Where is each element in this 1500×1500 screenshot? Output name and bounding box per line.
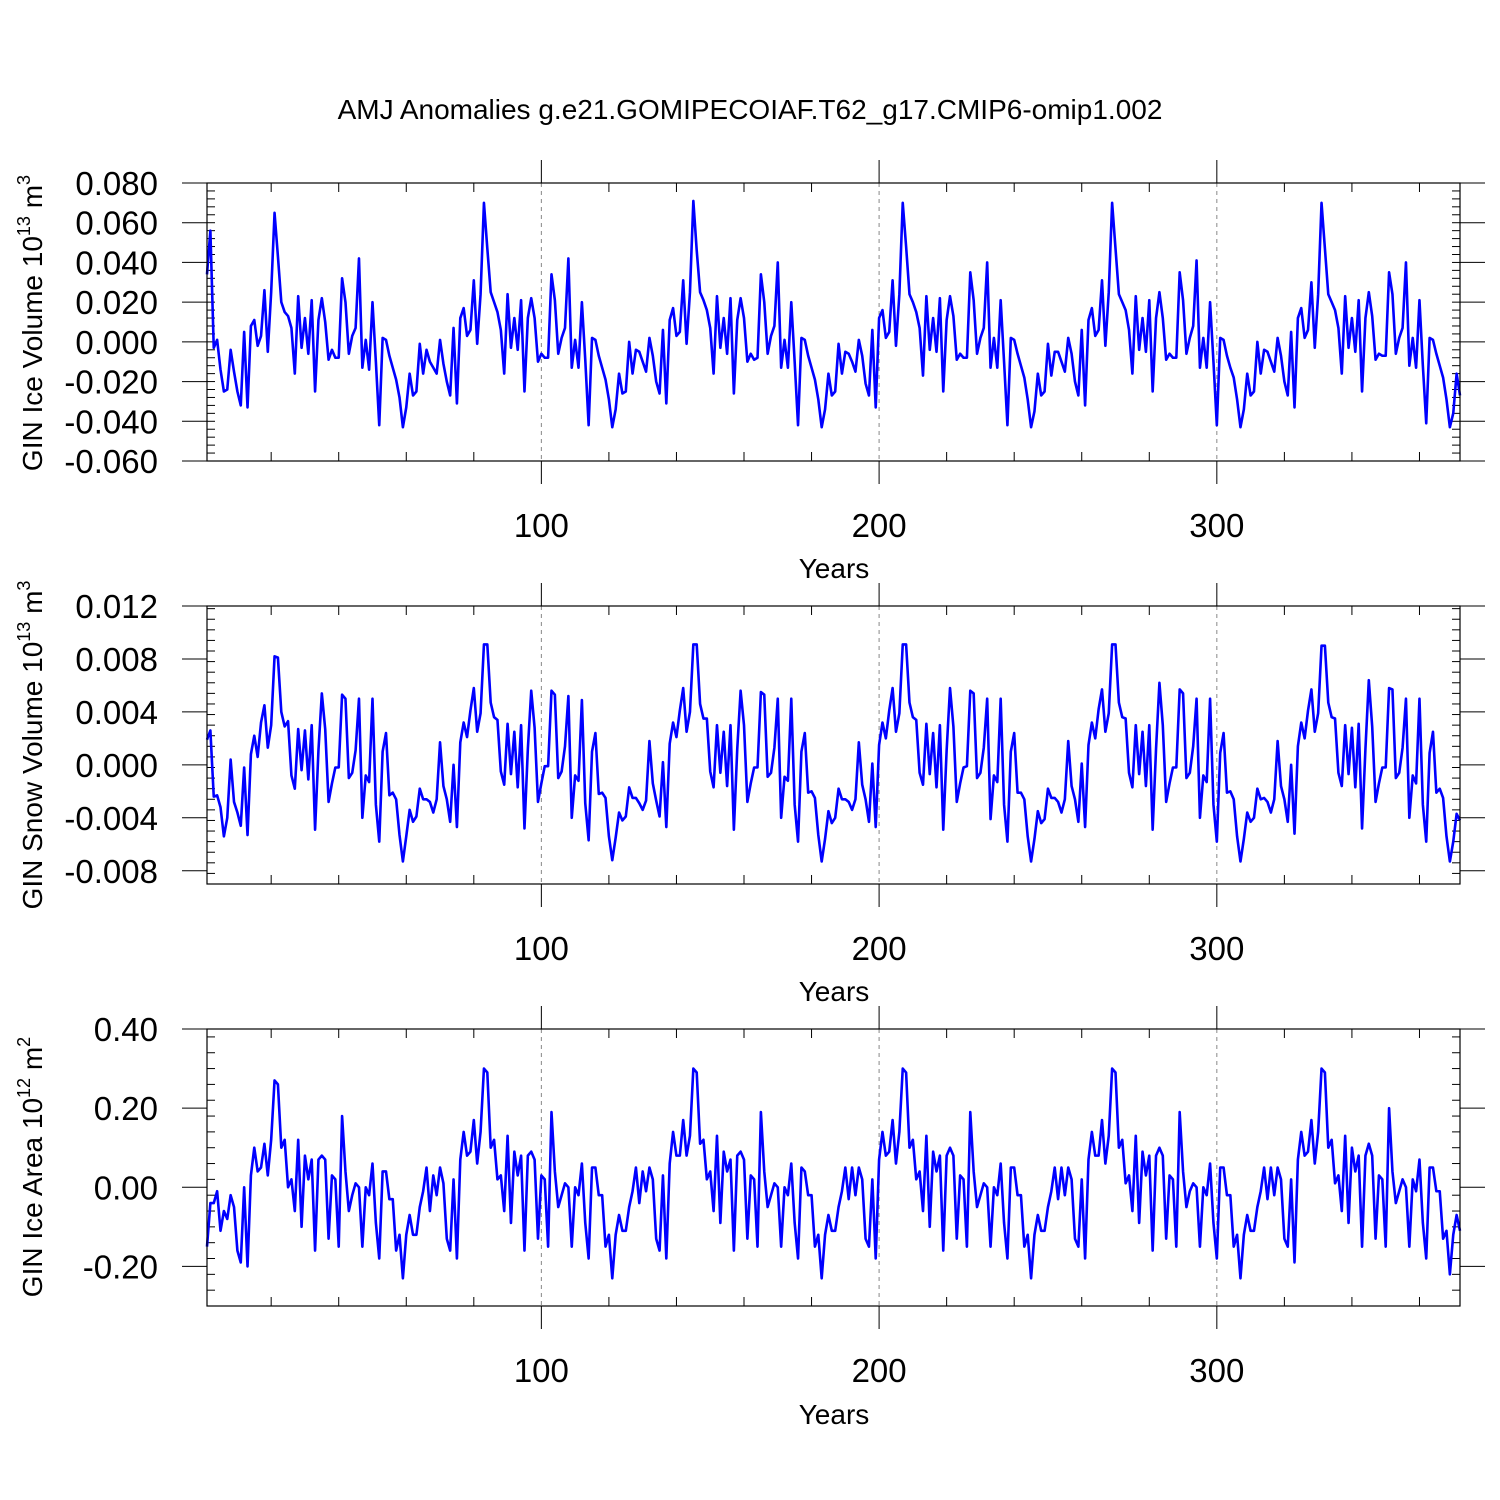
y-tick-label: 0.080 <box>75 165 158 202</box>
ice-volume-panel: -0.060-0.040-0.0200.0000.0200.0400.0600.… <box>14 160 1485 584</box>
plot-frame <box>206 182 1461 462</box>
plot-frame <box>206 605 1461 885</box>
y-tick-label: -0.008 <box>64 853 158 890</box>
series-line <box>205 1067 1462 1280</box>
x-tick-label: 300 <box>1189 1352 1244 1389</box>
x-tick-label: 200 <box>852 507 907 544</box>
y-axis-label: GIN Snow Volume 1013 m3 <box>14 581 48 910</box>
y-tick-label: 0.008 <box>75 641 158 678</box>
x-axis-label: Years <box>799 1399 870 1430</box>
series-line <box>205 199 1462 429</box>
y-tick-label: 0.004 <box>75 694 158 731</box>
y-tick-label: 0.00 <box>94 1169 158 1206</box>
y-tick-label: 0.020 <box>75 284 158 321</box>
y-tick-label: 0.012 <box>75 588 158 625</box>
x-tick-label: 100 <box>514 930 569 967</box>
x-tick-label: 300 <box>1189 507 1244 544</box>
y-tick-label: 0.000 <box>75 324 158 361</box>
x-tick-label: 100 <box>514 507 569 544</box>
y-tick-label: -0.020 <box>64 364 158 401</box>
ice-area-panel: -0.20 0.00 0.20 0.40 100 200 300 Years GIN Ice A… <box>14 1006 1485 1430</box>
y-tick-label: -0.20 <box>83 1248 158 1285</box>
plot-frame <box>206 1028 1461 1307</box>
y-tick-label: 0.000 <box>75 747 158 784</box>
series-line <box>205 643 1462 863</box>
y-tick-label: 0.040 <box>75 244 158 281</box>
y-axis-label: GIN Ice Volume 1013 m3 <box>14 175 48 471</box>
chart-title: AMJ Anomalies g.e21.GOMIPECOIAF.T62_g17.… <box>338 94 1163 125</box>
y-tick-label: 0.20 <box>94 1090 158 1127</box>
y-tick-label: -0.004 <box>64 800 158 837</box>
y-axis-label: GIN Ice Area 1012 m2 <box>14 1037 48 1297</box>
x-tick-label: 100 <box>514 1352 569 1389</box>
x-axis-label: Years <box>799 976 870 1007</box>
x-tick-label: 200 <box>852 1352 907 1389</box>
y-tick-label: -0.040 <box>64 403 158 440</box>
y-tick-label: -0.060 <box>64 443 158 480</box>
y-tick-label: 0.060 <box>75 205 158 242</box>
snow-volume-panel: -0.008 -0.004 0.000 0.004 0.008 0.012 100 200 30… <box>14 581 1485 1007</box>
x-axis-label: Years <box>799 553 870 584</box>
x-tick-label: 300 <box>1189 930 1244 967</box>
x-tick-label: 200 <box>852 930 907 967</box>
y-tick-label: 0.40 <box>94 1011 158 1048</box>
